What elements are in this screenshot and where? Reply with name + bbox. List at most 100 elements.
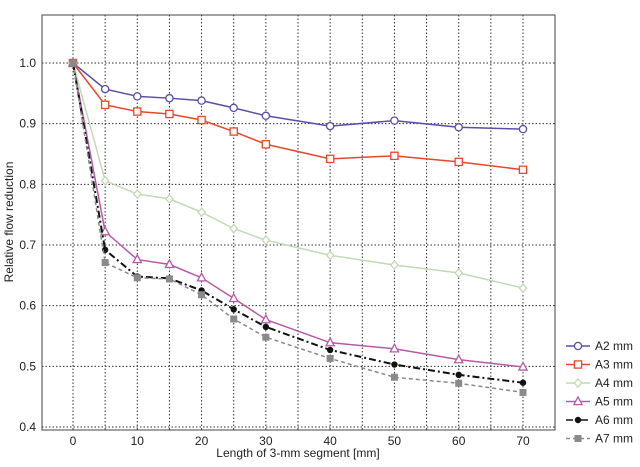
y-tick-label: 0.9: [19, 117, 36, 131]
data-point: [518, 282, 528, 294]
x-tick-label: 20: [195, 434, 209, 448]
data-point: [325, 121, 335, 131]
x-axis-label: Length of 3-mm segment [mm]: [216, 446, 379, 460]
data-point: [165, 93, 174, 103]
data-point: [455, 379, 463, 387]
data-point: [165, 275, 173, 283]
legend-item: A7 mm: [566, 432, 633, 446]
data-point: [198, 291, 206, 299]
data-point: [389, 259, 399, 271]
legend-marker: [574, 416, 582, 424]
data-point: [326, 346, 334, 354]
data-point: [262, 323, 270, 331]
data-point: [229, 103, 238, 113]
data-point: [101, 259, 109, 267]
data-point: [165, 109, 174, 119]
legend-label: A3 mm: [595, 358, 633, 372]
data-point: [519, 388, 527, 396]
y-tick-label: 0.8: [19, 177, 36, 191]
legend-item: A5 mm: [566, 395, 633, 409]
legend-marker: [574, 435, 582, 442]
data-point: [389, 342, 400, 353]
data-point: [390, 373, 398, 381]
x-tick-label: 10: [131, 434, 145, 448]
data-point: [390, 116, 399, 125]
data-point: [230, 315, 238, 323]
data-point: [262, 333, 270, 341]
data-point: [326, 354, 334, 362]
data-point: [517, 360, 529, 371]
x-tick-label: 50: [388, 434, 402, 448]
legend-label: A6 mm: [595, 413, 633, 427]
y-tick-label: 0.4: [19, 420, 36, 434]
legend-item: A3 mm: [566, 358, 633, 372]
y-tick-label: 1.0: [19, 56, 36, 70]
data-point: [196, 271, 207, 282]
data-point: [164, 258, 175, 269]
series-a4-mm: [68, 57, 528, 294]
data-point: [390, 151, 399, 161]
legend-label: A2 mm: [595, 339, 633, 353]
legend: A2 mm A3 mm A4 mm A5 mm A6 mm A7 mm: [566, 339, 633, 446]
data-point: [229, 127, 238, 136]
data-point: [132, 188, 142, 200]
legend-item: A2 mm: [566, 339, 633, 353]
y-tick-label: 0.5: [19, 359, 36, 373]
legend-label: A4 mm: [595, 376, 633, 390]
data-point: [391, 361, 398, 368]
x-tick-label: 30: [259, 434, 273, 448]
data-point: [324, 336, 336, 347]
legend-marker: [573, 360, 583, 369]
data-point: [230, 306, 237, 313]
data-point: [132, 253, 143, 264]
data-point: [197, 207, 207, 218]
data-point: [100, 100, 110, 110]
data-point: [261, 235, 271, 246]
legend-label: A7 mm: [595, 432, 633, 446]
data-point: [197, 115, 206, 125]
y-tick-label: 0.7: [19, 238, 36, 252]
legend-marker: [572, 395, 584, 406]
tick-labels: 0 10 20 30 40 50 60 70 0.4 0.5 0.6 0.7 0.8 0.9 1.0: [19, 56, 530, 448]
legend-marker: [573, 341, 583, 351]
x-tick-label: 0: [70, 434, 77, 448]
series-a3-mm: [68, 58, 528, 175]
data-point: [228, 292, 239, 303]
data-point: [454, 157, 463, 167]
data-point: [453, 353, 464, 364]
data-point: [260, 313, 272, 324]
data-point: [325, 154, 335, 164]
data-point: [99, 225, 111, 236]
data-point: [518, 124, 528, 134]
data-point: [325, 250, 335, 261]
data-point: [133, 92, 142, 101]
legend-item: A6 mm: [566, 413, 633, 427]
data-point: [454, 267, 464, 278]
data-point: [518, 165, 528, 175]
plot-frame: [41, 14, 556, 431]
series-a7-mm: [69, 59, 527, 396]
data-point: [100, 84, 110, 94]
data-point: [133, 274, 141, 282]
grid: [42, 15, 555, 430]
data-point: [519, 379, 527, 386]
series-group: [67, 57, 529, 396]
legend-item: A4 mm: [566, 376, 633, 390]
legend-label: A5 mm: [595, 395, 633, 409]
data-point: [229, 223, 239, 234]
x-tick-label: 40: [323, 434, 337, 448]
data-point: [69, 59, 77, 67]
data-point: [455, 371, 462, 379]
x-tick-label: 60: [452, 434, 466, 448]
x-tick-label: 70: [516, 434, 530, 448]
y-axis-label: Relative flow reduction: [2, 162, 16, 283]
data-point: [164, 193, 174, 204]
y-tick-label: 0.6: [19, 299, 36, 313]
legend-marker: [573, 377, 583, 389]
data-point: [261, 111, 271, 121]
series-a5-mm: [67, 57, 529, 371]
data-point: [261, 140, 271, 149]
data-point: [100, 175, 110, 186]
data-point: [454, 123, 463, 132]
